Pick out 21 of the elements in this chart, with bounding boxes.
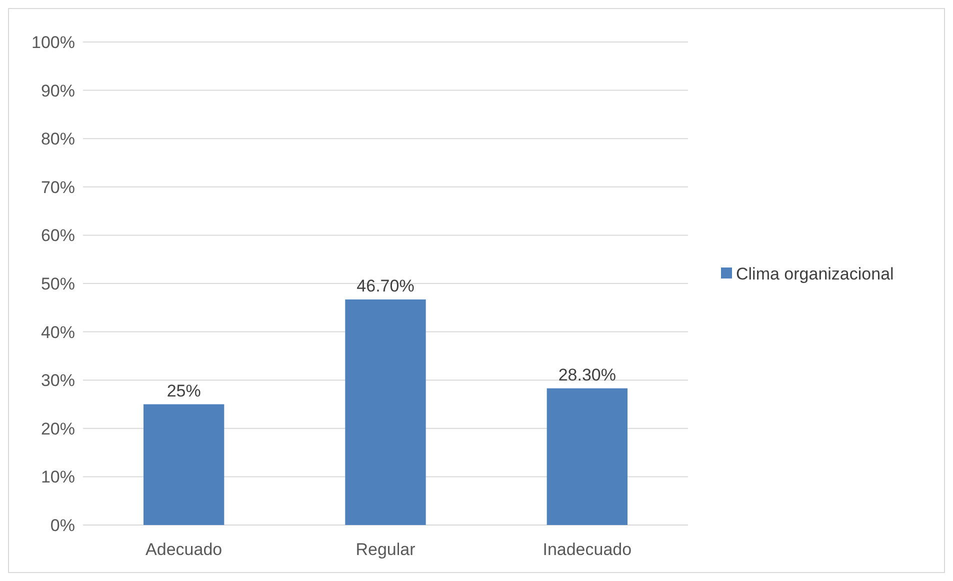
y-tick-label: 60%	[40, 226, 75, 246]
y-tick-label: 70%	[40, 178, 75, 197]
x-tick-label: Adecuado	[146, 540, 222, 559]
y-tick-label: 0%	[50, 516, 75, 535]
bar	[345, 299, 426, 525]
x-tick-label: Inadecuado	[542, 540, 632, 559]
y-tick-label: 40%	[40, 322, 75, 342]
bar	[144, 404, 224, 525]
y-tick-label: 90%	[40, 81, 75, 100]
legend-label: Clima organizacional	[736, 264, 894, 284]
data-label: 28.30%	[558, 365, 616, 384]
y-tick-label: 50%	[40, 274, 75, 294]
y-tick-label: 10%	[40, 468, 75, 487]
data-label: 46.70%	[356, 276, 414, 296]
bar	[546, 388, 628, 525]
data-label: 25%	[166, 381, 201, 400]
y-tick-label: 80%	[40, 130, 75, 149]
y-tick-label: 30%	[40, 371, 75, 390]
x-tick-label: Regular	[356, 540, 416, 559]
y-tick-label: 100%	[32, 32, 75, 52]
y-tick-label: 20%	[40, 419, 75, 438]
